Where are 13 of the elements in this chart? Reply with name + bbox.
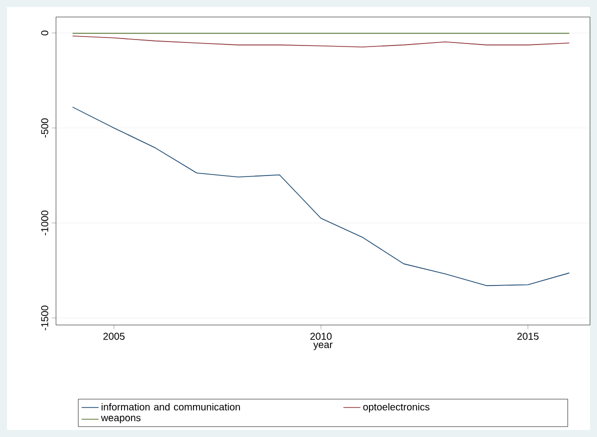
legend-label: information and communication <box>102 403 240 410</box>
line-series <box>72 106 570 286</box>
legend-label: optoelectronics <box>363 403 430 412</box>
x-axis-title: year <box>313 342 333 350</box>
y-tick-label: -500 <box>41 118 48 138</box>
y-tick-label: -1000 <box>41 210 48 236</box>
line-series <box>72 36 570 48</box>
y-tick-label: -1500 <box>41 306 48 330</box>
x-tick-label: 2005 <box>103 332 125 340</box>
x-tick-label: 2010 <box>310 332 332 340</box>
x-tick-label: 2015 <box>517 332 539 340</box>
legend-label: weapons <box>100 416 141 424</box>
y-tick-label: 0 <box>41 30 48 36</box>
